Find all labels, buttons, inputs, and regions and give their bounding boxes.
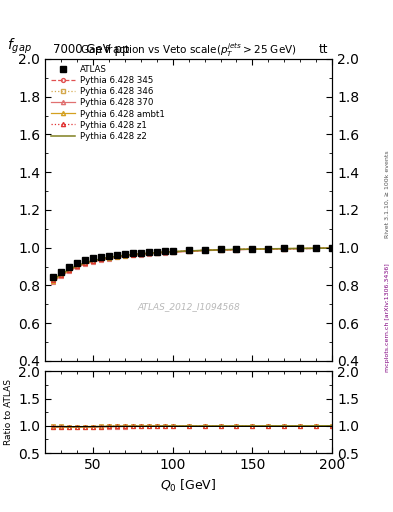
Text: mcplots.cern.ch [arXiv:1306.3436]: mcplots.cern.ch [arXiv:1306.3436] [385, 263, 389, 372]
Title: Gap fraction vs Veto scale($p_T^{jets}>$25 GeV): Gap fraction vs Veto scale($p_T^{jets}>$… [80, 41, 297, 59]
Y-axis label: Ratio to ATLAS: Ratio to ATLAS [4, 379, 13, 445]
Legend: ATLAS, Pythia 6.428 345, Pythia 6.428 346, Pythia 6.428 370, Pythia 6.428 ambt1,: ATLAS, Pythia 6.428 345, Pythia 6.428 34… [50, 63, 166, 142]
Text: 7000 GeV pp: 7000 GeV pp [53, 44, 130, 56]
Text: ATLAS_2012_I1094568: ATLAS_2012_I1094568 [137, 302, 240, 311]
Text: Rivet 3.1.10, ≥ 100k events: Rivet 3.1.10, ≥ 100k events [385, 151, 389, 239]
X-axis label: $Q_0$ [GeV]: $Q_0$ [GeV] [160, 478, 217, 494]
Y-axis label: $f_{gap}$: $f_{gap}$ [7, 36, 32, 56]
Text: tt: tt [319, 44, 328, 56]
